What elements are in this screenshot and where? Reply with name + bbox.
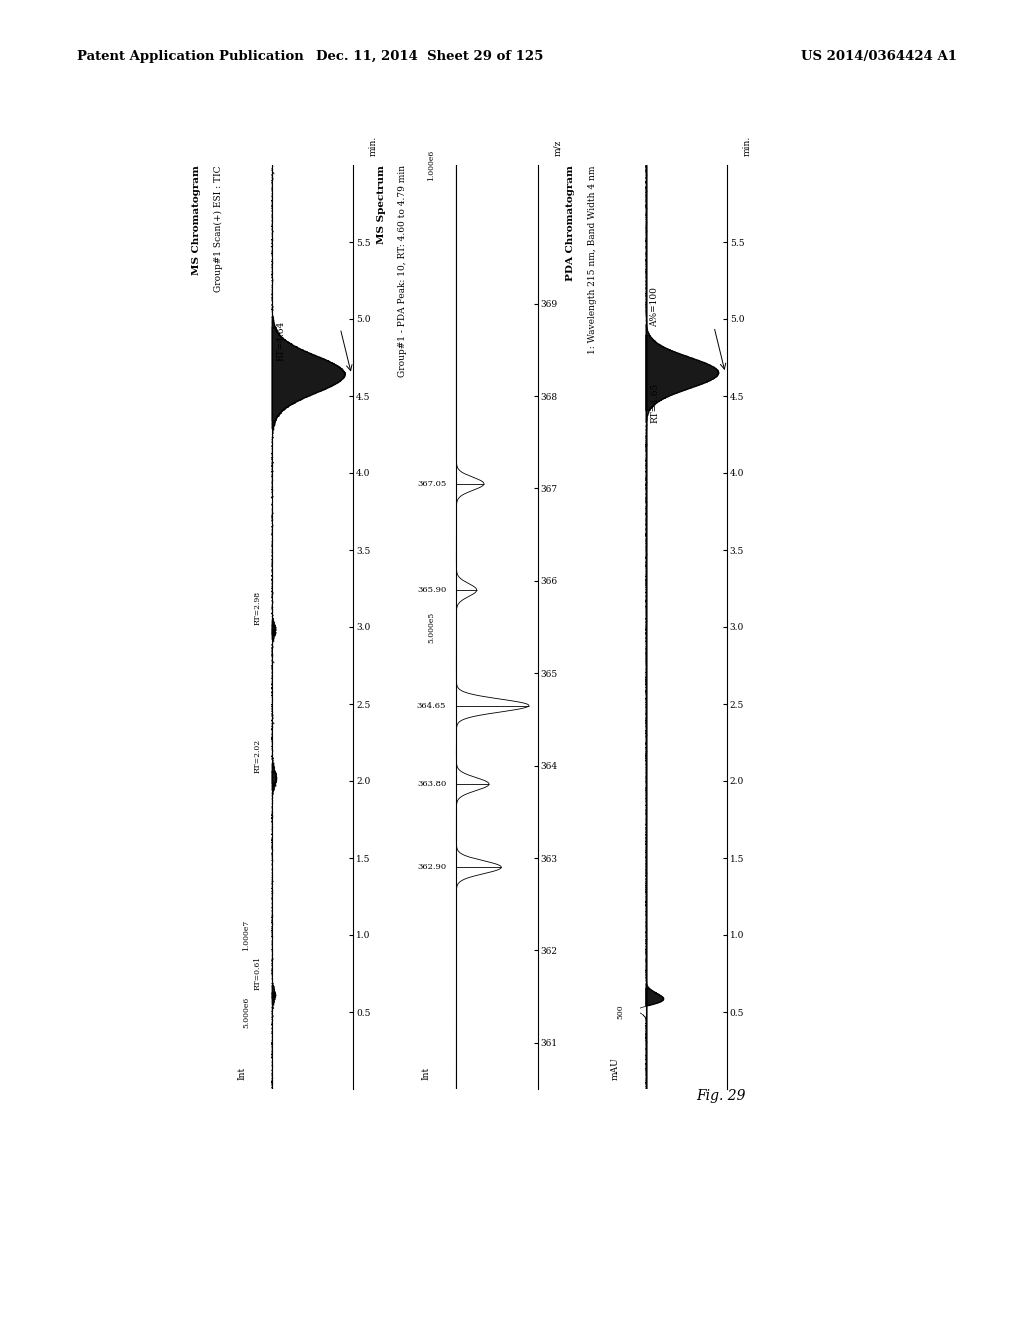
Text: RT=2.98: RT=2.98 — [254, 591, 262, 626]
Text: MS Chromatogram: MS Chromatogram — [193, 165, 202, 275]
Text: A%=100: A%=100 — [650, 286, 659, 326]
Text: Patent Application Publication: Patent Application Publication — [77, 50, 303, 63]
Text: Int: Int — [238, 1067, 247, 1080]
Text: 364.65: 364.65 — [417, 701, 446, 710]
Text: Group#1 - PDA Peak: 10, RT: 4.60 to 4.79 min: Group#1 - PDA Peak: 10, RT: 4.60 to 4.79… — [398, 165, 408, 378]
Text: 367.05: 367.05 — [417, 479, 446, 488]
Text: 1.000e6: 1.000e6 — [427, 149, 435, 181]
Text: 1.000e7: 1.000e7 — [243, 919, 251, 950]
Text: RT=4.65: RT=4.65 — [650, 383, 659, 422]
Text: min.: min. — [742, 136, 752, 156]
Text: 5.000e5: 5.000e5 — [427, 611, 435, 643]
Text: Group#1 Scan(+) ESI : TIC: Group#1 Scan(+) ESI : TIC — [214, 165, 223, 292]
Text: Dec. 11, 2014  Sheet 29 of 125: Dec. 11, 2014 Sheet 29 of 125 — [316, 50, 544, 63]
Text: RT=2.02: RT=2.02 — [254, 739, 262, 774]
Text: 365.90: 365.90 — [417, 586, 446, 594]
Text: 363.80: 363.80 — [417, 780, 446, 788]
Text: m/z: m/z — [553, 140, 562, 156]
Text: US 2014/0364424 A1: US 2014/0364424 A1 — [802, 50, 957, 63]
Text: RT=4.64: RT=4.64 — [276, 321, 286, 360]
Text: 500: 500 — [616, 1005, 625, 1019]
Text: 5.000e6: 5.000e6 — [243, 997, 251, 1028]
Text: RT=0.61: RT=0.61 — [254, 956, 262, 990]
Text: 362.90: 362.90 — [417, 863, 446, 871]
Text: min.: min. — [369, 136, 378, 156]
Text: 1: Wavelength 215 nm, Band Width 4 nm: 1: Wavelength 215 nm, Band Width 4 nm — [588, 165, 597, 354]
Text: Int: Int — [422, 1067, 431, 1080]
Text: PDA Chromatogram: PDA Chromatogram — [566, 165, 575, 281]
Text: mAU: mAU — [611, 1057, 621, 1080]
Text: MS Spectrum: MS Spectrum — [377, 165, 386, 244]
Text: Fig. 29: Fig. 29 — [696, 1089, 745, 1104]
